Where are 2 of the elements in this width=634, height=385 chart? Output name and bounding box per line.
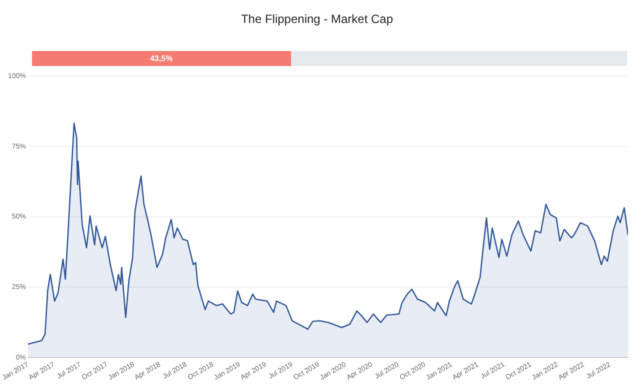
progress-meter: 43,5%	[32, 51, 627, 66]
chart-title: The Flippening - Market Cap	[240, 12, 394, 26]
